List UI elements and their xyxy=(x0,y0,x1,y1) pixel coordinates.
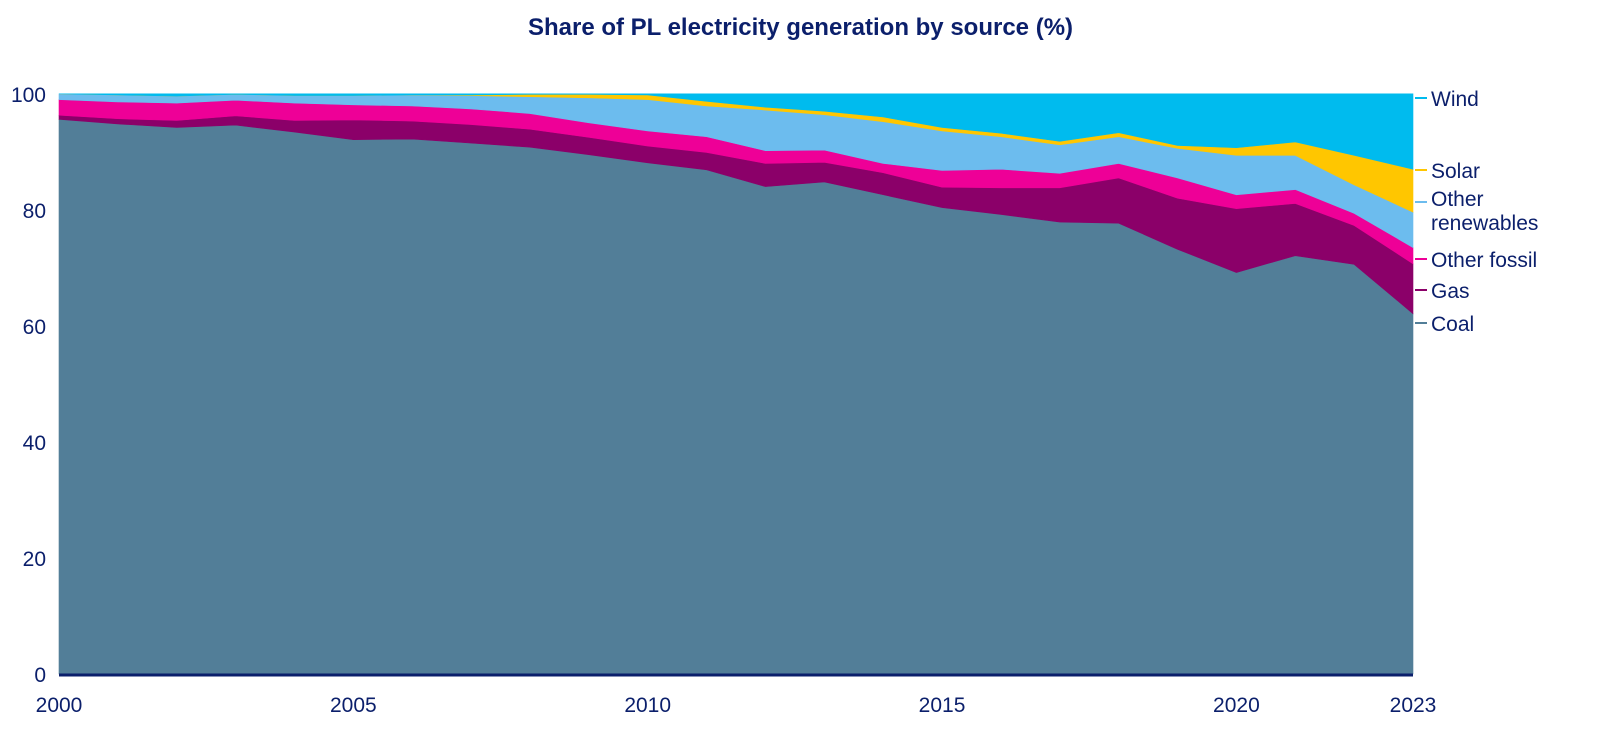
y-tick-label-100: 100 xyxy=(11,84,46,107)
y-tick-label-0: 0 xyxy=(34,664,46,687)
area-wind xyxy=(58,93,1414,170)
legend-item-other-fossil: Other fossil xyxy=(1415,249,1537,272)
legend-label-wind: Wind xyxy=(1431,88,1479,111)
legend-item-coal: Coal xyxy=(1415,313,1474,336)
legend-label-solar: Solar xyxy=(1431,160,1480,183)
legend-label-gas: Gas xyxy=(1431,280,1470,303)
x-tick-label-2005: 2005 xyxy=(330,694,377,717)
y-tick-label-40: 40 xyxy=(23,432,46,455)
x-tick-label-2015: 2015 xyxy=(919,694,966,717)
axes-layer: 2000 2005 2010 2015 2020 2023 0 20 40 60 80 100 xyxy=(11,84,1436,717)
legend-label-other-fossil: Other fossil xyxy=(1431,249,1537,272)
x-tick-label-2010: 2010 xyxy=(624,694,671,717)
x-tick-label-2023: 2023 xyxy=(1390,694,1437,717)
y-tick-label-60: 60 xyxy=(23,316,46,339)
legend-item-solar: Solar xyxy=(1415,160,1480,183)
chart-title: Share of PL electricity generation by so… xyxy=(527,14,1074,41)
legend-label-other-renewables-line-2: renewables xyxy=(1431,212,1538,235)
x-tick-label-2020: 2020 xyxy=(1213,694,1260,717)
legend-label-other-renewables-line-1: Other xyxy=(1431,188,1484,211)
areas-layer xyxy=(58,93,1414,675)
x-tick-label-2000: 2000 xyxy=(36,694,83,717)
legend-item-gas: Gas xyxy=(1415,280,1470,303)
y-tick-label-20: 20 xyxy=(23,548,46,571)
legend-item-wind: Wind xyxy=(1415,88,1479,111)
legend-label-coal: Coal xyxy=(1431,313,1474,336)
y-tick-label-80: 80 xyxy=(23,200,46,223)
